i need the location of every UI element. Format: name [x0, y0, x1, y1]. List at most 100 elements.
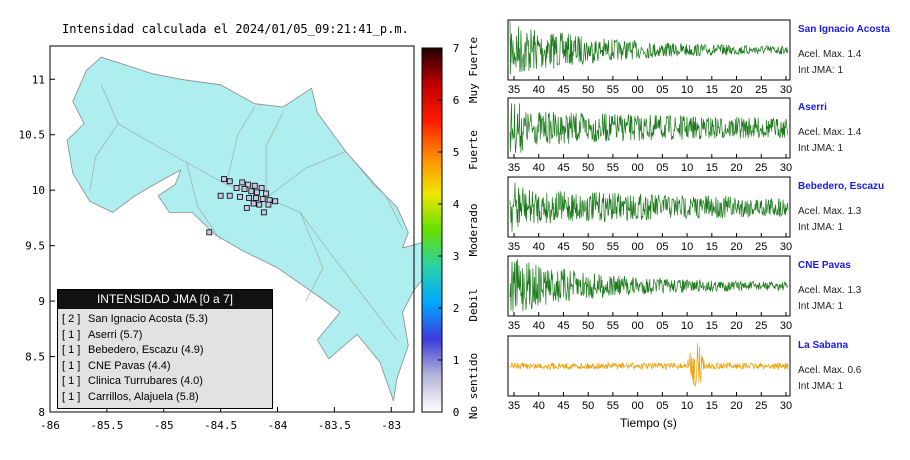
- map-x-tick-label: -86: [40, 419, 60, 432]
- waveform-x-tick-label: 15: [706, 84, 718, 96]
- map-y-tick-label: 9.5: [25, 240, 45, 253]
- station-marker: [251, 182, 258, 189]
- colorbar-tick-label: 0: [453, 406, 460, 419]
- waveform-x-tick-label: 25: [755, 400, 767, 412]
- waveform-x-tick-label: 10: [681, 84, 693, 96]
- legend-item-count: [ 1 ]: [62, 344, 81, 356]
- station-marker: [254, 189, 260, 196]
- waveform-x-tick-label: 30: [780, 400, 792, 412]
- station-marker: [237, 193, 243, 200]
- waveform-x-tick-label: 10: [681, 241, 693, 253]
- waveform-x-tick-label: 00: [632, 162, 644, 174]
- map-y-tick-label: 11: [32, 73, 45, 86]
- costa-rica-land: [66, 56, 438, 402]
- station-marker: [226, 178, 233, 185]
- colorbar-category-label: No sentido: [467, 353, 480, 419]
- waveform-x-tick-label: 30: [780, 241, 792, 253]
- station-name: CNE Pavas: [798, 260, 851, 271]
- station-marker: [206, 229, 213, 236]
- map-frame: [49, 45, 415, 413]
- road-line: [89, 123, 119, 191]
- station-max-acceleration: Acel. Max. 1.3: [798, 206, 862, 217]
- waveform-x-tick-label: 05: [656, 241, 668, 253]
- waveform-x-tick-label: 35: [508, 400, 520, 412]
- waveform-x-tick-label: 00: [632, 320, 644, 332]
- waveform-x-tick-label: 45: [557, 162, 569, 174]
- map-x-tick-label: -85: [154, 419, 174, 432]
- road-line: [265, 150, 403, 230]
- map-x-tick-label: -84.5: [204, 419, 237, 432]
- map-x-tick-label: -83: [381, 419, 401, 432]
- waveform-x-tick-label: 15: [706, 320, 718, 332]
- waveform-x-tick-label: 15: [706, 400, 718, 412]
- waveform-x-tick-label: 50: [582, 84, 594, 96]
- waveform-trace: [509, 343, 789, 387]
- waveform-x-tick-label: 00: [632, 400, 644, 412]
- waveform-x-tick-label: 45: [557, 400, 569, 412]
- waveform-trace: [509, 21, 789, 75]
- map-title: Intensidad calculada el 2024/01/05_09:21…: [62, 22, 409, 36]
- map-y-tick-label: 8: [38, 406, 45, 419]
- waveform-x-tick-label: 20: [730, 84, 742, 96]
- legend-item-count: [ 1 ]: [62, 390, 81, 403]
- waveform-x-tick-label: 40: [533, 320, 545, 332]
- waveform-x-tick-label: 25: [755, 162, 767, 174]
- waveform-x-tick-label: 25: [755, 241, 767, 253]
- station-marker: [226, 192, 233, 199]
- road-line: [265, 112, 284, 198]
- waveform-x-tick-label: 35: [508, 162, 520, 174]
- legend-item: [ 1 ] Aserri (5.7): [58, 328, 272, 344]
- station-max-acceleration: Acel. Max. 1.3: [798, 285, 862, 296]
- station-max-acceleration: Acel. Max. 0.6: [798, 365, 862, 376]
- waveform-x-tick-label: 25: [755, 320, 767, 332]
- legend-item: [ 1 ] Clinica Turrubares (4.0): [58, 374, 272, 390]
- waveform-x-tick-label: 05: [656, 320, 668, 332]
- colorbar-tick-label: 2: [453, 302, 460, 315]
- map-x-tick-label: -85.5: [90, 419, 123, 432]
- colorbar: [421, 47, 443, 413]
- station-marker: [260, 209, 267, 216]
- station-marker: [246, 195, 252, 201]
- waveform-x-tick-label: 40: [533, 400, 545, 412]
- legend-item-name: San Ignacio Acosta (5.3): [88, 313, 208, 325]
- waveform-x-tick-label: 40: [533, 162, 545, 174]
- waveform-x-tick-label: 15: [706, 241, 718, 253]
- station-max-acceleration: Acel. Max. 1.4: [798, 127, 862, 138]
- station-marker: [241, 186, 248, 192]
- legend-item-name: Carrillos, Alajuela (5.8): [88, 390, 199, 403]
- map-x-tick-label: -84: [268, 419, 288, 432]
- station-marker: [221, 176, 227, 182]
- colorbar-category-label: Debil: [467, 288, 480, 321]
- waveform-x-tick-label: 00: [632, 241, 644, 253]
- waveform-x-tick-label: 50: [582, 162, 594, 174]
- legend-item-name: Clinica Turrubares (4.0): [88, 375, 203, 387]
- legend-item-count: [ 2 ]: [62, 313, 81, 325]
- waveform-x-tick-label: 45: [557, 84, 569, 96]
- station-marker: [256, 201, 263, 208]
- waveform-x-tick-label: 50: [582, 400, 594, 412]
- waveform-x-tick-label: 55: [607, 84, 619, 96]
- colorbar-tick-label: 7: [453, 42, 460, 55]
- waveform-trace: [509, 259, 789, 312]
- waveform-x-tick-label: 20: [730, 241, 742, 253]
- station-marker: [248, 188, 255, 195]
- legend-item: [ 1 ] Carrillos, Alajuela (5.8): [58, 390, 272, 406]
- waveform-x-tick-label: 20: [730, 400, 742, 412]
- station-jma-intensity: Int JMA: 1: [798, 222, 844, 233]
- waveform-x-tick-label: 50: [582, 241, 594, 253]
- waveform-x-tick-label: 05: [656, 400, 668, 412]
- road-line: [225, 106, 255, 185]
- waveform-x-tick-label: 05: [656, 162, 668, 174]
- waveform-x-tick-label: 35: [508, 241, 520, 253]
- station-marker: [259, 196, 266, 202]
- waveform-x-tick-label: 40: [533, 241, 545, 253]
- station-name: San Ignacio Acosta: [798, 24, 890, 35]
- colorbar-tick-label: 3: [453, 250, 460, 263]
- waveform-x-axis-label: Tiempo (s): [620, 416, 677, 430]
- station-name: La Sabana: [798, 340, 849, 351]
- waveform-x-tick-label: 10: [681, 400, 693, 412]
- map-x-tick-label: -83.5: [318, 419, 351, 432]
- waveform-x-tick-label: 35: [508, 84, 520, 96]
- road-line: [299, 212, 324, 302]
